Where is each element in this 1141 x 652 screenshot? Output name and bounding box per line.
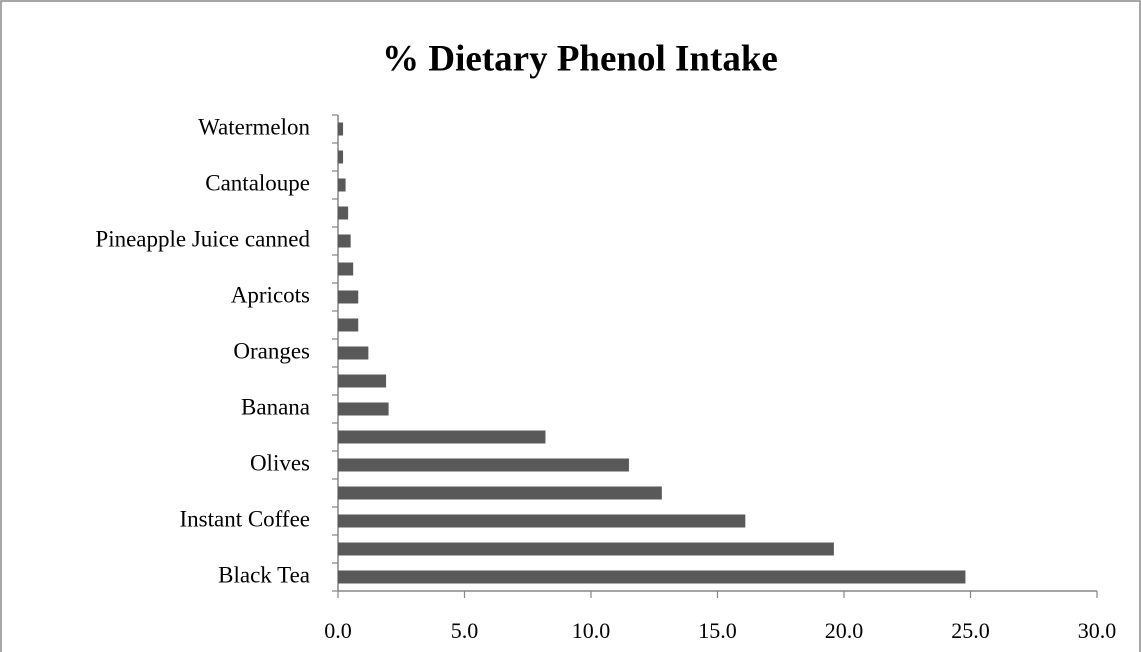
bar [338,318,359,332]
bar [338,178,346,192]
bar [338,374,387,388]
x-tick-label: 30.0 [1078,618,1117,643]
x-tick-label: 10.0 [572,618,611,643]
bar [338,206,349,220]
bar [338,542,834,556]
y-tick-label: Banana [241,394,310,419]
y-tick-label: Apricots [231,282,310,307]
chart-title: % Dietary Phenol Intake [382,38,778,79]
y-tick-label: Oranges [233,338,310,363]
x-tick-label: 20.0 [825,618,864,643]
bar [338,402,389,416]
bar [338,570,966,584]
x-tick-label: 0.0 [324,618,352,643]
y-tick-label: Instant Coffee [179,506,310,531]
y-tick-label: Pineapple Juice canned [95,226,310,251]
y-tick-label: Black Tea [218,562,310,587]
bar [338,234,351,248]
bar [338,430,546,444]
x-tick-label: 15.0 [698,618,737,643]
y-tick-label: Olives [250,450,310,475]
x-tick-label: 5.0 [451,618,479,643]
y-tick-label: Watermelon [198,114,310,139]
bar [338,290,359,304]
y-tick-label: Cantaloupe [205,170,310,195]
bar [338,150,344,164]
bar [338,486,662,500]
bar [338,514,746,528]
bar [338,262,354,276]
bar [338,346,369,360]
x-tick-label: 25.0 [951,618,990,643]
bar [338,122,344,136]
bar [338,458,629,472]
